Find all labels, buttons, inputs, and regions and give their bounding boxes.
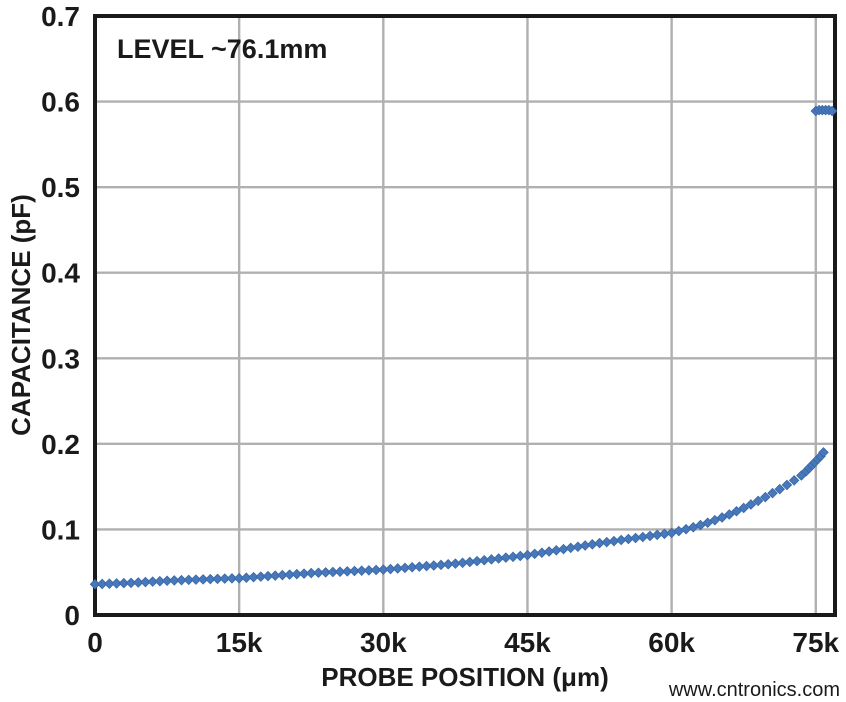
diamond-marker: [767, 487, 778, 499]
diamond-marker: [356, 565, 367, 576]
diamond-marker: [197, 574, 209, 585]
diamond-marker: [724, 509, 735, 520]
diamond-marker: [731, 506, 742, 517]
x-tick-label: 60k: [648, 627, 695, 658]
diamond-marker: [673, 525, 685, 537]
diamond-marker: [774, 483, 786, 495]
diamond-marker: [781, 479, 793, 491]
liquid-level-contact-cluster: [810, 104, 838, 117]
x-tick-label: 0: [87, 627, 103, 658]
y-tick-label: 0.7: [41, 1, 80, 32]
x-axis-label: PROBE POSITION (μm): [321, 662, 609, 692]
diamond-marker: [111, 578, 122, 589]
diamond-marker: [370, 564, 382, 576]
diamond-marker: [738, 502, 749, 514]
y-tick-label: 0.4: [41, 258, 80, 289]
diamond-marker: [161, 575, 173, 587]
diamond-marker: [219, 573, 231, 584]
diamond-marker: [320, 567, 331, 578]
diamond-marker: [327, 566, 339, 578]
diamond-marker: [716, 512, 728, 523]
y-tick-label: 0.6: [41, 87, 80, 118]
x-tick-label: 30k: [360, 627, 407, 658]
diamond-marker: [826, 105, 838, 117]
tick-labels: 0 15k 30k 45k 60k 75k 0 0.1 0.2 0.3 0.4 0.5 0.6 0.7: [41, 1, 840, 658]
diamond-marker: [342, 566, 353, 577]
x-tick-label: 15k: [216, 627, 263, 658]
watermark-text: www.cntronics.com: [668, 679, 840, 701]
y-tick-label: 0.5: [41, 172, 80, 203]
y-axis-label: CAPACITANCE (pF): [6, 194, 36, 436]
x-tick-label: 75k: [792, 627, 839, 658]
y-tick-label: 0: [64, 600, 80, 631]
diamond-marker: [363, 565, 375, 576]
diamond-marker: [212, 573, 223, 585]
x-tick-label: 45k: [504, 627, 551, 658]
diamond-marker: [313, 567, 324, 578]
y-tick-label: 0.2: [41, 429, 80, 460]
y-tick-label: 0.1: [41, 514, 80, 545]
diamond-marker: [118, 577, 130, 589]
diamond-marker: [183, 574, 194, 586]
diamond-marker: [788, 475, 800, 486]
diamond-marker: [226, 573, 238, 584]
diamond-marker: [818, 447, 829, 458]
diamond-marker: [745, 499, 757, 510]
level-annotation: LEVEL ~76.1mm: [117, 34, 327, 64]
y-tick-label: 0.3: [41, 343, 80, 374]
diamond-marker: [89, 578, 101, 590]
diamond-marker: [334, 566, 346, 577]
diamond-marker: [176, 574, 187, 586]
diamond-marker: [96, 578, 108, 590]
plot-border: [93, 14, 837, 617]
diamond-marker: [305, 567, 317, 579]
diamond-marker: [169, 575, 180, 586]
diamond-marker: [752, 495, 764, 507]
data-series: [89, 104, 838, 590]
gridlines: [93, 14, 835, 617]
diamond-marker: [349, 565, 360, 577]
capacitance-vs-probe-position: [89, 447, 829, 590]
diamond-marker: [760, 491, 771, 503]
diamond-marker: [104, 578, 115, 589]
diamond-marker: [205, 573, 216, 585]
diamond-marker: [190, 574, 202, 585]
